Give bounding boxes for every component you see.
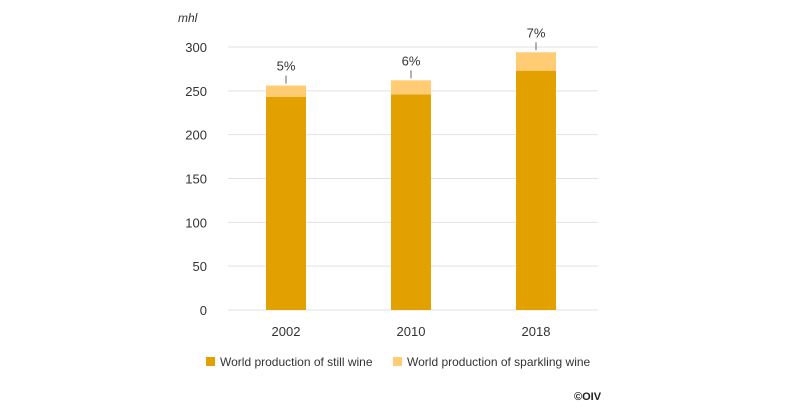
x-tick-label-2010: 2010 (397, 324, 426, 339)
y-tick-label: 50 (193, 259, 207, 274)
bar-still-wine-2010 (391, 94, 431, 310)
y-tick-label: 150 (185, 172, 207, 187)
data-label-2018: 7% (527, 25, 546, 40)
data-labels: 5% 6% 7% (277, 25, 546, 84)
y-tick-label: 0 (200, 303, 207, 318)
bar-sparkling-wine-2018 (516, 52, 556, 71)
y-tick-label: 100 (185, 215, 207, 230)
source-credit: ©OIV (574, 391, 602, 403)
legend-label: World production of still wine (220, 355, 373, 369)
bar-sparkling-wine-2002 (266, 85, 306, 97)
y-tick-label: 250 (185, 84, 207, 99)
bars (266, 52, 556, 310)
bar-sparkling-wine-2010 (391, 80, 431, 95)
x-tick-label-2018: 2018 (522, 324, 551, 339)
legend-label: World production of sparkling wine (407, 355, 591, 369)
x-tick-label-2002: 2002 (272, 324, 301, 339)
legend: World production of still wine World prod… (206, 355, 591, 369)
y-tick-label: 300 (185, 40, 207, 55)
bar-still-wine-2018 (516, 70, 556, 310)
bar-still-wine-2002 (266, 96, 306, 310)
legend-swatch (393, 357, 402, 366)
data-label-2010: 6% (402, 53, 421, 68)
y-tick-label: 200 (185, 128, 207, 143)
legend-swatch (206, 357, 215, 366)
x-axis-ticks: 2002 2010 2018 (272, 324, 551, 339)
y-axis-ticks: 0 50 100 150 200 250 300 (185, 40, 207, 318)
y-axis-unit-label: mhl (178, 11, 198, 25)
data-label-2002: 5% (277, 59, 296, 74)
